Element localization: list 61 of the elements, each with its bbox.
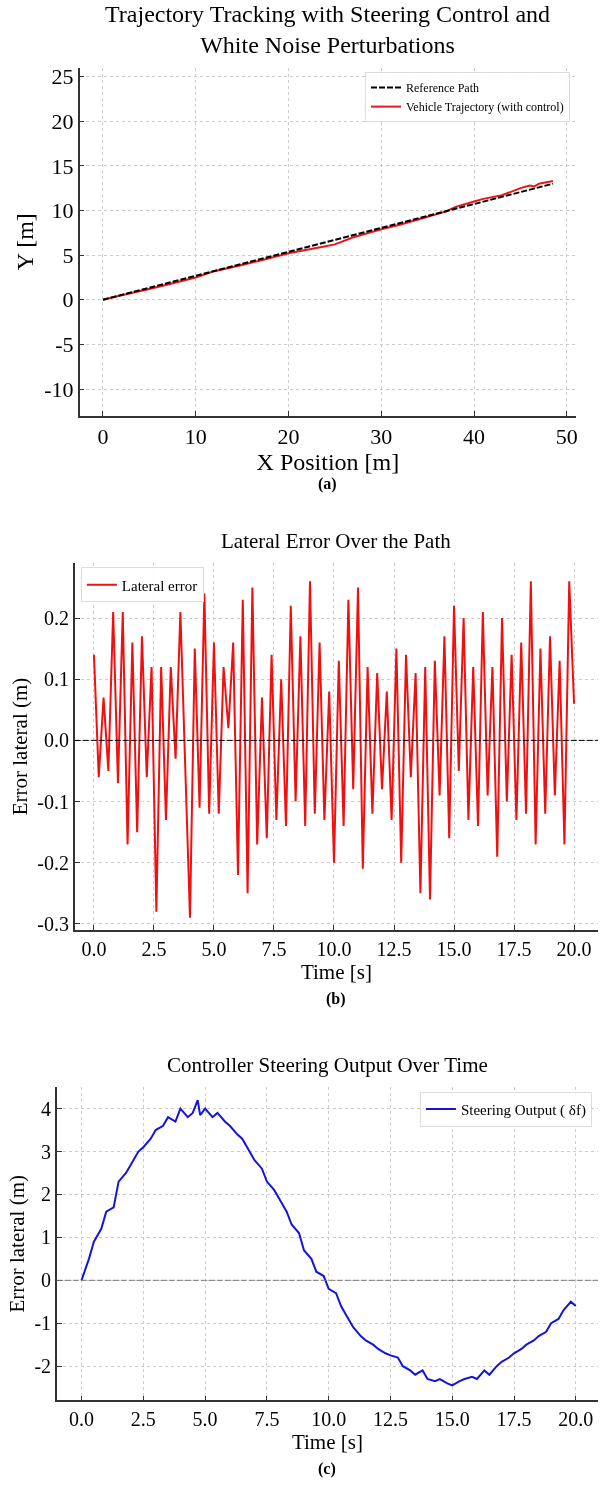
- x-tick-label: 7.5: [261, 937, 287, 960]
- y-tick-label: -0.2: [37, 851, 70, 874]
- y-tick-label: -0.3: [37, 912, 70, 935]
- legend-label: Lateral error: [121, 577, 198, 594]
- y-tick-label: 10: [51, 198, 74, 224]
- chart-title: Lateral Error Over the Path: [221, 529, 452, 553]
- y-tick-label: -0.1: [37, 790, 70, 813]
- y-tick-label: 0.1: [44, 668, 70, 691]
- x-tick-label: 40: [463, 423, 486, 449]
- x-tick-label: 0.0: [81, 937, 107, 960]
- x-tick-label: 5.0: [201, 937, 227, 960]
- y-tick-label: 15: [51, 153, 74, 179]
- text: (b): [326, 990, 346, 1008]
- x-tick-label: 50: [555, 423, 578, 449]
- x-tick-label: 15.0: [434, 1408, 470, 1431]
- y-tick-label: 4: [41, 1097, 52, 1120]
- x-axis-title: Time [s]: [291, 1430, 363, 1455]
- y-tick-label: 3: [41, 1140, 52, 1163]
- y-tick-label: 1: [41, 1226, 52, 1249]
- y-tick-label: -10: [44, 376, 74, 402]
- x-tick-label: 12.5: [372, 1408, 408, 1431]
- y-tick-label: -5: [55, 332, 74, 358]
- chart-title: Controller Steering Output Over Time: [167, 1053, 488, 1077]
- x-tick-label: 20: [277, 423, 300, 449]
- legend-label: Steering Output ( δf): [460, 1101, 586, 1119]
- x-tick-label: 30: [370, 423, 393, 449]
- y-axis-title: Error lateral (m): [7, 677, 32, 816]
- x-axis-title: Time [s]: [300, 959, 372, 984]
- x-tick-label: 17.5: [496, 937, 532, 960]
- x-tick-label: 10.0: [316, 937, 352, 960]
- y-tick-label: 0.0: [44, 729, 70, 752]
- chart-title: Trajectory Tracking with Steering Control and White Noise Perturbations: [105, 1, 551, 59]
- text: (a): [318, 475, 337, 493]
- x-tick-label: 12.5: [376, 937, 412, 960]
- text: (c): [318, 1460, 336, 1478]
- x-axis-title: X Position [m]: [256, 448, 400, 475]
- y-tick-label: 0.2: [44, 607, 70, 630]
- x-tick-label: 2.5: [141, 937, 167, 960]
- x-tick-label: 15.0: [436, 937, 472, 960]
- y-tick-label: 20: [51, 108, 74, 134]
- x-tick-label: 10: [184, 423, 207, 449]
- x-tick-label: 0: [97, 423, 109, 449]
- x-tick-label: 20.0: [558, 1408, 594, 1431]
- x-tick-label: 10.0: [311, 1408, 347, 1431]
- y-tick-label: 25: [51, 64, 74, 90]
- y-axis-title: Error lateral (m): [5, 1175, 30, 1313]
- x-tick-label: 5.0: [192, 1408, 218, 1431]
- legend-label: Reference Path: [406, 81, 479, 96]
- x-tick-label: 17.5: [496, 1408, 532, 1431]
- y-tick-label: 5: [62, 242, 74, 268]
- y-tick-label: -2: [34, 1355, 52, 1378]
- x-tick-label: 7.5: [254, 1408, 280, 1431]
- x-tick-label: 2.5: [130, 1408, 156, 1431]
- x-tick-label: 20.0: [556, 937, 592, 960]
- legend-label: Vehicle Trajectory (with control): [406, 100, 564, 115]
- y-tick-label: 0: [41, 1269, 52, 1292]
- line-series: [92, 580, 576, 919]
- y-tick-label: 2: [41, 1183, 52, 1206]
- y-axis-title: Y [m]: [11, 213, 38, 271]
- y-tick-label: -1: [34, 1312, 52, 1335]
- y-tick-label: 0: [62, 287, 74, 313]
